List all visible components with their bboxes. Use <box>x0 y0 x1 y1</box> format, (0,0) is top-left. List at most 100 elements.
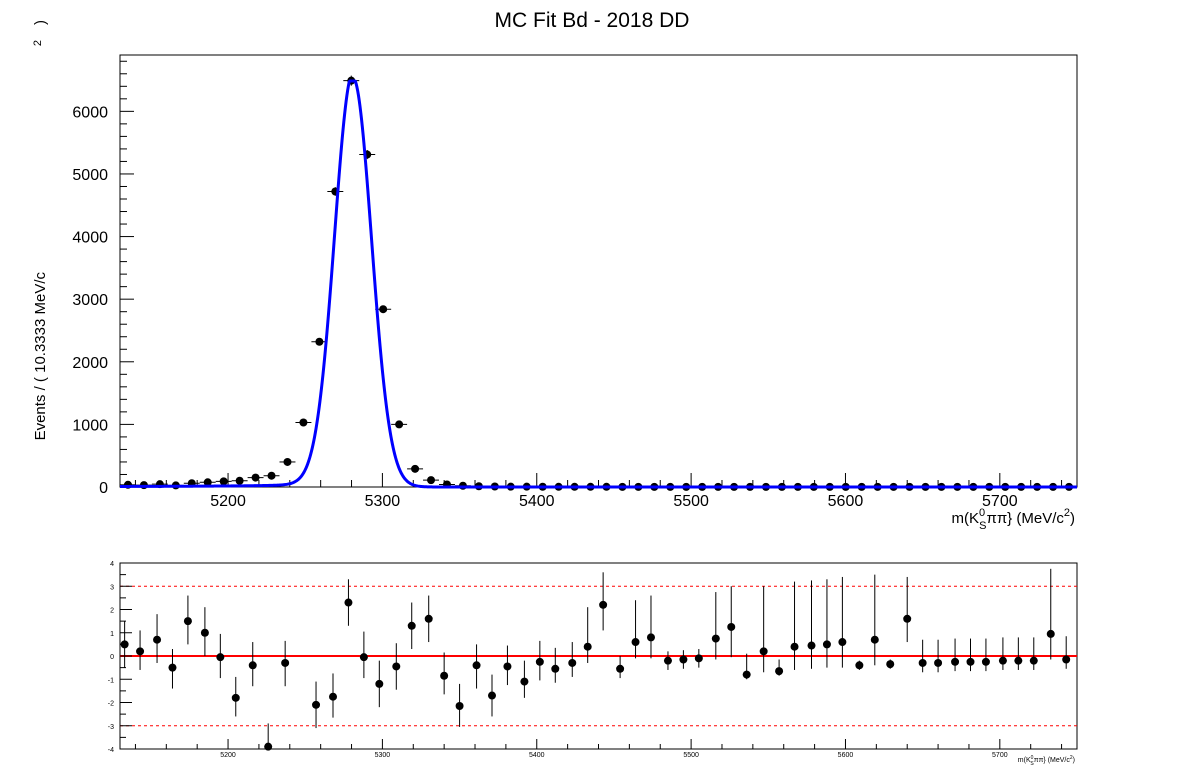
pull-point <box>694 649 703 668</box>
chart-title: MC Fit Bd - 2018 DD <box>495 9 690 32</box>
pull-point <box>392 643 401 690</box>
pull-point <box>742 653 751 680</box>
pull-point <box>886 659 895 669</box>
pull-point <box>231 676 240 717</box>
pull-point <box>375 660 384 708</box>
y-tick-label: 0 <box>99 480 108 497</box>
pull-point <box>455 683 464 727</box>
pull-point <box>727 586 736 658</box>
pull-points <box>120 568 1071 751</box>
pull-point <box>679 650 688 669</box>
pull-y-tick-label: 4 <box>110 561 114 568</box>
pull-y-tick-label: 3 <box>110 584 114 591</box>
pull-point <box>759 586 768 673</box>
pull-y-tick-label: -4 <box>108 747 114 754</box>
pull-y-tick-label: -3 <box>108 724 114 731</box>
pull-x-tick-label: 5200 <box>220 752 236 759</box>
data-point <box>231 476 248 485</box>
data-point <box>199 478 216 487</box>
pull-x-tick-label: 5600 <box>838 752 854 759</box>
pull-point <box>424 595 433 643</box>
data-point <box>391 420 408 429</box>
y-tick-label: 3000 <box>72 292 108 309</box>
pull-point <box>359 631 368 679</box>
pull-point <box>520 660 529 698</box>
data-point <box>407 464 424 473</box>
data-point <box>215 477 232 486</box>
pull-point <box>807 580 816 669</box>
pull-point <box>136 630 145 670</box>
pull-point <box>966 638 975 672</box>
x-tick-label: 5200 <box>210 493 246 510</box>
pull-y-tick-label: -2 <box>108 701 114 708</box>
pull-y-tick-label: 2 <box>110 608 114 615</box>
pull-x-tick-label: 5700 <box>992 752 1008 759</box>
pull-point <box>583 607 592 663</box>
pull-point <box>535 640 544 681</box>
pull-point <box>790 581 799 670</box>
fit-curve <box>120 79 1077 489</box>
pull-point <box>329 673 338 718</box>
data-point <box>359 149 376 160</box>
x-tick-label: 5500 <box>673 493 709 510</box>
pull-x-tick-label: 5300 <box>375 752 391 759</box>
pull-point <box>855 660 864 670</box>
pull-point <box>951 638 960 672</box>
pull-point <box>440 652 449 695</box>
pull-point <box>903 576 912 643</box>
y-tick-label: 1000 <box>72 417 108 434</box>
y-tick-label: 4000 <box>72 230 108 247</box>
x-axis-label: m(K0 Sππ} (MeV/c2) <box>952 507 1075 532</box>
pull-point <box>599 572 608 631</box>
pull-point <box>503 645 512 686</box>
pull-point <box>568 642 577 677</box>
x-axis: 5200 5300 5400 5500 5600 5700 <box>134 473 1063 510</box>
pull-point <box>312 681 321 729</box>
pull-point <box>1062 636 1071 669</box>
pull-point <box>1014 637 1023 670</box>
mass-fit-panel: 0 1000 2000 3000 4000 5000 6000 5200 5300 5400 55… <box>32 20 1078 532</box>
pull-point <box>168 649 177 689</box>
y-axis-label-close: ) <box>32 20 49 25</box>
x-tick-label: 5300 <box>365 493 401 510</box>
data-point <box>247 473 264 482</box>
y-tick-label: 2000 <box>72 355 108 372</box>
data-point <box>279 457 296 466</box>
pull-x-tick-label: 5500 <box>683 752 699 759</box>
pull-point <box>472 644 481 689</box>
pull-point <box>918 639 927 673</box>
x-tick-label: 5600 <box>828 493 864 510</box>
pull-point <box>120 621 129 668</box>
pull-point <box>822 579 831 668</box>
pull-point <box>153 614 162 663</box>
pull-x-axis-label: m(K0 Sππ} (MeV/c2) <box>1018 755 1075 767</box>
pull-y-tick-label: 0 <box>110 654 114 661</box>
pull-point <box>646 595 655 659</box>
pull-point <box>264 723 273 751</box>
pull-point <box>183 595 192 645</box>
pull-point <box>775 659 784 676</box>
pull-y-tick-label: 1 <box>110 631 114 638</box>
pull-point <box>663 651 672 670</box>
pull-point <box>1046 568 1055 660</box>
y-tick-label: 6000 <box>72 104 108 121</box>
pull-point <box>248 642 257 687</box>
data-point <box>295 418 312 427</box>
data-point <box>327 187 344 196</box>
pull-point <box>407 602 416 650</box>
pull-point <box>216 633 225 679</box>
pull-reference-lines <box>120 585 1077 727</box>
y-axis-label: Events / ( 10.3333 MeV/c <box>32 272 49 441</box>
pull-point <box>1029 637 1038 670</box>
pull-point <box>281 640 290 687</box>
y-axis: 0 1000 2000 3000 4000 5000 6000 <box>72 60 134 497</box>
pull-point <box>838 576 847 668</box>
pull-y-tick-label: -1 <box>108 677 114 684</box>
x-tick-label: 5700 <box>982 493 1018 510</box>
data-point <box>423 476 439 485</box>
pull-point <box>981 638 990 672</box>
pull-point <box>344 579 353 626</box>
pull-panel: -4 -3 -2 -1 0 1 2 3 4 5200 5300 5400 5500 5600 5700 m… <box>108 561 1078 767</box>
y-axis-label-exponent: 2 <box>32 40 44 46</box>
